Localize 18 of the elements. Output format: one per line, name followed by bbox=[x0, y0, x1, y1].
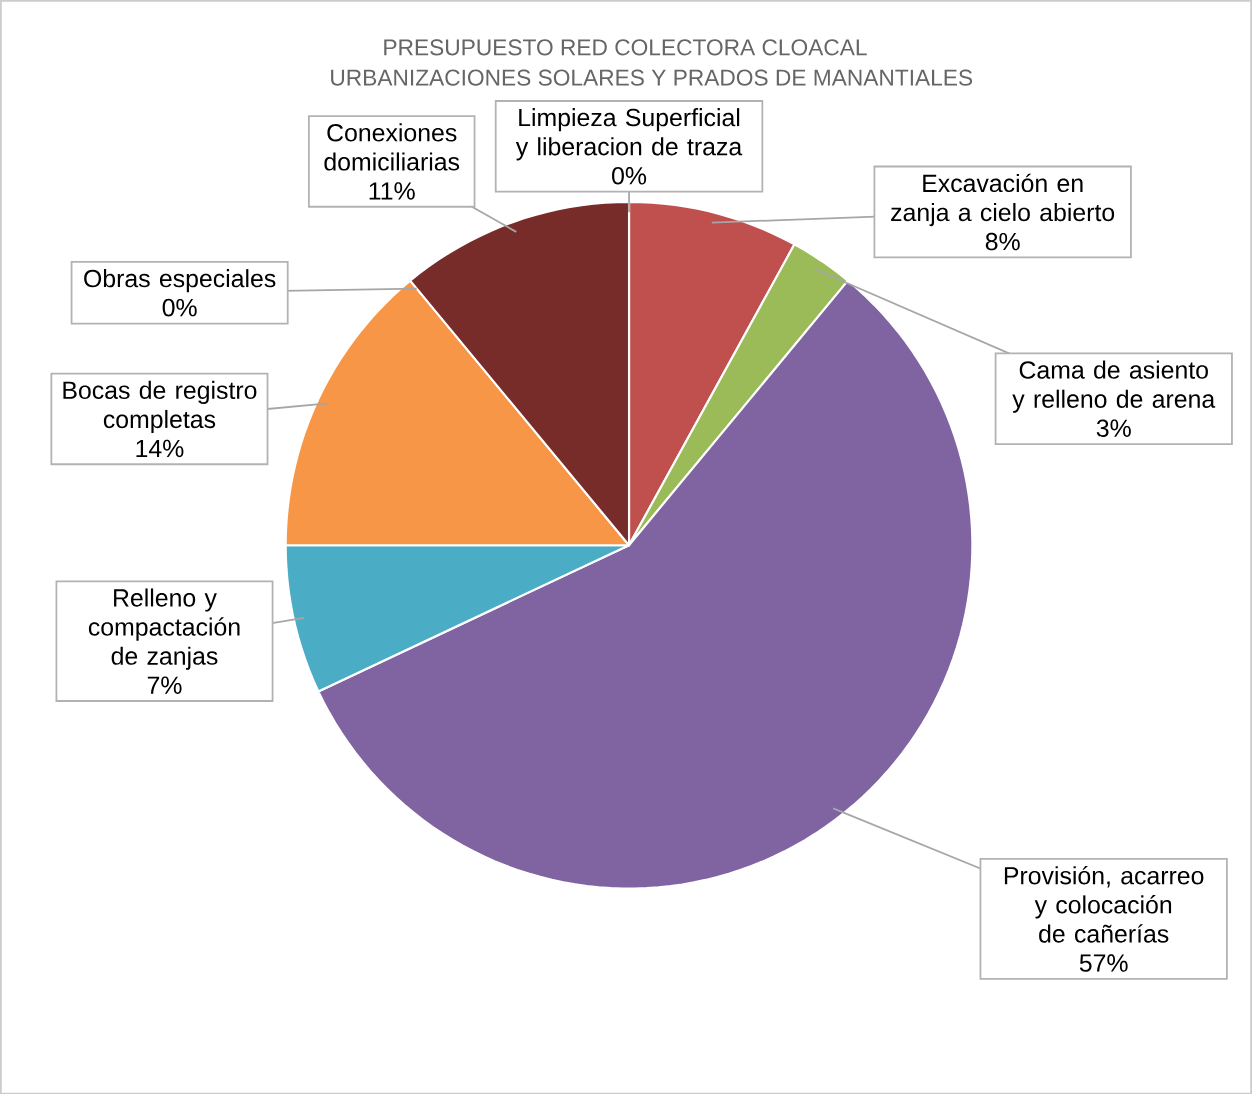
data-label: 7% bbox=[147, 676, 182, 694]
data-label: 3% bbox=[1096, 419, 1131, 437]
chart-title: PRESUPUESTO RED COLECTORA CLOACAL bbox=[384, 39, 867, 56]
data-label: 57% bbox=[1079, 954, 1128, 972]
category-label: Obras especiales bbox=[84, 268, 276, 293]
chart-subtitle: URBANIZACIONES SOLARES Y PRADOS DE MANANTIALES bbox=[331, 69, 973, 86]
slice-label: Excavación en zanja a cielo abierto bbox=[891, 173, 1115, 226]
slice-label: Provisión, acarreo y colocación de cañerías bbox=[1004, 865, 1204, 943]
text: 0% bbox=[162, 298, 197, 317]
data-label: 14% bbox=[136, 439, 184, 457]
text: 0% bbox=[612, 166, 647, 185]
slice-label: Bocas de registro completas bbox=[63, 380, 257, 433]
data-label: 11% bbox=[369, 182, 415, 200]
category-label: Limpieza Superficial y liberacion de traza bbox=[515, 107, 743, 161]
slice-label: Relleno y compactación de zanjas bbox=[88, 588, 240, 670]
data-label: 8% bbox=[985, 232, 1020, 251]
slice-label: Cama de asiento y relleno de arena bbox=[1012, 360, 1216, 413]
slice-label: Conexiones domiciliarias bbox=[324, 123, 460, 171]
